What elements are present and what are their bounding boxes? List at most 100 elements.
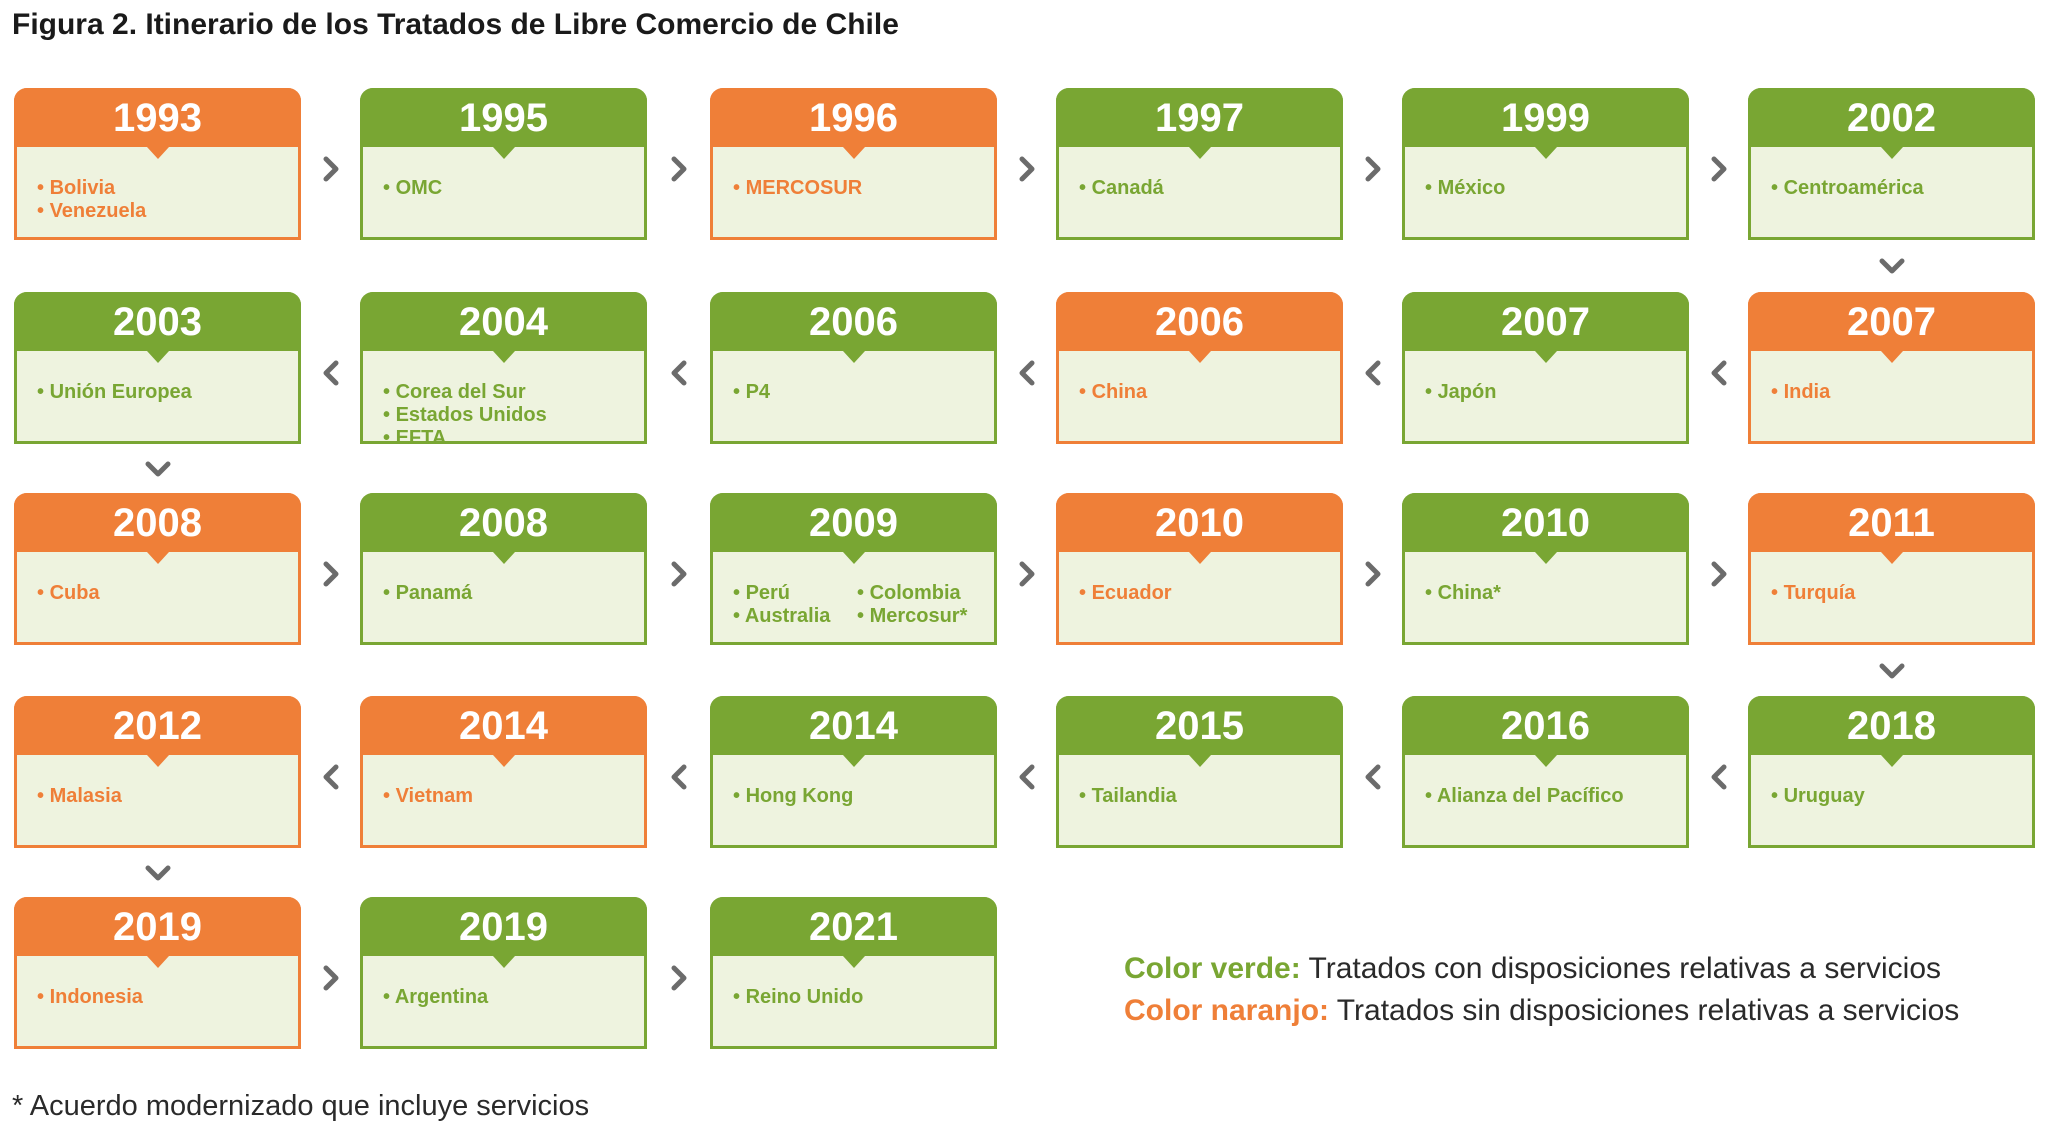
treaty-partner: EFTA	[383, 427, 634, 450]
treaty-card-2007: 2007 Japón	[1402, 292, 1689, 444]
treaty-partner: Venezuela	[37, 200, 288, 223]
treaty-partner: Ecuador	[1079, 582, 1330, 605]
treaty-partner: Unión Europea	[37, 381, 288, 404]
card-items: Japón	[1425, 381, 1676, 404]
card-items: Indonesia	[37, 986, 288, 1009]
card-year: 2003	[14, 292, 301, 363]
treaty-partner: México	[1425, 177, 1676, 200]
treaty-card-2002: 2002 Centroamérica	[1748, 88, 2035, 240]
card-items: Corea del SurEstados UnidosEFTA	[383, 381, 634, 450]
card-items: China	[1079, 381, 1330, 404]
card-items: Turquía	[1771, 582, 2022, 605]
legend: Color verde: Tratados con disposiciones …	[1124, 948, 1959, 1032]
chevron-down-icon	[145, 461, 170, 476]
treaty-card-2014: 2014 Hong Kong	[710, 696, 997, 848]
chevron-right-icon	[323, 965, 338, 991]
card-year: 2019	[14, 897, 301, 968]
treaty-card-2018: 2018 Uruguay	[1748, 696, 2035, 848]
treaty-card-2015: 2015 Tailandia	[1056, 696, 1343, 848]
card-items: P4	[733, 381, 984, 404]
chevron-right-icon	[671, 561, 686, 587]
treaty-partner: Turquía	[1771, 582, 2022, 605]
treaty-card-2012: 2012 Malasia	[14, 696, 301, 848]
card-items: Reino Unido	[733, 986, 984, 1009]
chevron-left-icon	[1019, 764, 1034, 790]
chevron-left-icon	[1365, 360, 1380, 386]
chevron-right-icon	[1365, 156, 1380, 182]
card-items: Vietnam	[383, 785, 634, 808]
treaty-card-2006: 2006 P4	[710, 292, 997, 444]
treaty-partner: Vietnam	[383, 785, 634, 808]
card-year: 2008	[14, 493, 301, 564]
card-year: 2004	[360, 292, 647, 363]
treaty-card-1997: 1997 Canadá	[1056, 88, 1343, 240]
card-items: Alianza del Pacífico	[1425, 785, 1676, 808]
card-year: 1993	[14, 88, 301, 159]
treaty-card-2003: 2003 Unión Europea	[14, 292, 301, 444]
card-year: 2007	[1402, 292, 1689, 363]
card-year: 2006	[710, 292, 997, 363]
treaty-card-1995: 1995 OMC	[360, 88, 647, 240]
chevron-right-icon	[1711, 561, 1726, 587]
card-year: 2007	[1748, 292, 2035, 363]
treaty-card-2008: 2008 Cuba	[14, 493, 301, 645]
treaty-partner: Japón	[1425, 381, 1676, 404]
card-items: México	[1425, 177, 1676, 200]
treaty-card-2021: 2021 Reino Unido	[710, 897, 997, 1049]
treaty-partner: Mercosur*	[857, 605, 984, 628]
chevron-left-icon	[323, 360, 338, 386]
card-year: 2019	[360, 897, 647, 968]
card-items: Panamá	[383, 582, 634, 605]
card-year: 1997	[1056, 88, 1343, 159]
card-year: 2015	[1056, 696, 1343, 767]
treaty-partner: OMC	[383, 177, 634, 200]
treaty-card-1996: 1996 MERCOSUR	[710, 88, 997, 240]
treaty-card-2016: 2016 Alianza del Pacífico	[1402, 696, 1689, 848]
card-year: 2011	[1748, 493, 2035, 564]
card-year: 2006	[1056, 292, 1343, 363]
treaty-partner: India	[1771, 381, 2022, 404]
legend-green-text: Tratados con disposiciones relativas a s…	[1300, 952, 1942, 985]
footnote: * Acuerdo modernizado que incluye servic…	[12, 1090, 590, 1122]
card-year: 2018	[1748, 696, 2035, 767]
card-year: 1995	[360, 88, 647, 159]
treaty-card-1999: 1999 México	[1402, 88, 1689, 240]
treaty-partner: Tailandia	[1079, 785, 1330, 808]
legend-green: Color verde: Tratados con disposiciones …	[1124, 948, 1959, 990]
card-year: 2016	[1402, 696, 1689, 767]
card-items: BoliviaVenezuela	[37, 177, 288, 223]
treaty-partner: Alianza del Pacífico	[1425, 785, 1676, 808]
treaty-card-2010: 2010 Ecuador	[1056, 493, 1343, 645]
card-year: 2010	[1056, 493, 1343, 564]
treaty-partner: Malasia	[37, 785, 288, 808]
treaty-card-2011: 2011 Turquía	[1748, 493, 2035, 645]
treaty-card-2014: 2014 Vietnam	[360, 696, 647, 848]
chevron-left-icon	[1711, 360, 1726, 386]
card-items: Tailandia	[1079, 785, 1330, 808]
card-items: Unión Europea	[37, 381, 288, 404]
chevron-down-icon	[1879, 663, 1904, 678]
chevron-right-icon	[323, 561, 338, 587]
treaty-partner: P4	[733, 381, 984, 404]
legend-orange-label: Color naranjo:	[1124, 994, 1330, 1027]
treaty-partner: Cuba	[37, 582, 288, 605]
treaty-card-2010: 2010 China*	[1402, 493, 1689, 645]
treaty-partner: Corea del Sur	[383, 381, 634, 404]
card-items: Malasia	[37, 785, 288, 808]
treaty-partner: Colombia	[857, 582, 984, 605]
treaty-partner: Canadá	[1079, 177, 1330, 200]
chevron-left-icon	[671, 360, 686, 386]
treaty-card-2019: 2019 Indonesia	[14, 897, 301, 1049]
treaty-card-2007: 2007 India	[1748, 292, 2035, 444]
treaty-card-2004: 2004 Corea del SurEstados UnidosEFTA	[360, 292, 647, 449]
figure-title: Figura 2. Itinerario de los Tratados de …	[12, 8, 899, 41]
card-items: OMC	[383, 177, 634, 200]
card-year: 2009	[710, 493, 997, 564]
legend-orange: Color naranjo: Tratados sin disposicione…	[1124, 990, 1959, 1032]
treaty-card-2019: 2019 Argentina	[360, 897, 647, 1049]
treaty-partner: Argentina	[383, 986, 634, 1009]
treaty-partner: Centroamérica	[1771, 177, 2022, 200]
card-items: Argentina	[383, 986, 634, 1009]
card-year: 2021	[710, 897, 997, 968]
chevron-right-icon	[1019, 561, 1034, 587]
